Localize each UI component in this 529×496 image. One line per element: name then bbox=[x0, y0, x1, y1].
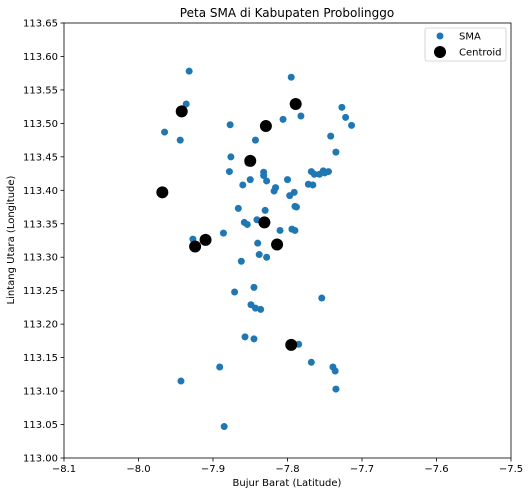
x-axis: −8.1 −8.0 −7.9 −7.8 −7.7 −7.6 −7.5 bbox=[52, 458, 523, 475]
sma-point bbox=[254, 239, 262, 247]
y-axis-label: Lintang Utara (Longitude) bbox=[6, 175, 17, 304]
x-tick-label: −7.7 bbox=[350, 464, 374, 475]
centroid-point bbox=[189, 240, 202, 253]
sma-point bbox=[291, 226, 299, 234]
centroid-point bbox=[175, 105, 188, 118]
sma-point bbox=[219, 229, 227, 237]
x-tick-label: −7.9 bbox=[201, 464, 225, 475]
sma-point bbox=[231, 288, 239, 296]
x-tick-label: −7.8 bbox=[275, 464, 299, 475]
sma-point bbox=[263, 177, 271, 185]
sma-point bbox=[257, 305, 265, 313]
centroid-point bbox=[244, 154, 257, 167]
y-axis: 113.00 113.05 113.10 113.15 113.20 113.25 113.… bbox=[23, 19, 64, 465]
legend-marker-centroid bbox=[434, 46, 446, 58]
sma-point bbox=[331, 367, 339, 375]
y-tick-label: 113.20 bbox=[23, 320, 58, 331]
sma-point bbox=[263, 253, 271, 261]
y-tick-label: 113.35 bbox=[23, 219, 58, 230]
sma-point bbox=[318, 294, 326, 302]
centroid-series bbox=[156, 97, 302, 351]
sma-point bbox=[237, 257, 245, 265]
sma-point bbox=[226, 121, 234, 129]
y-tick-label: 113.55 bbox=[23, 85, 58, 96]
x-tick-label: −7.5 bbox=[499, 464, 523, 475]
x-axis-label: Bujur Barat (Latitude) bbox=[233, 478, 342, 489]
sma-point bbox=[246, 176, 254, 184]
sma-point bbox=[260, 172, 268, 180]
sma-point bbox=[348, 121, 356, 129]
chart-title: Peta SMA di Kabupaten Probolinggo bbox=[180, 6, 394, 20]
sma-point bbox=[261, 206, 269, 214]
sma-point bbox=[286, 192, 294, 200]
sma-point bbox=[241, 333, 249, 341]
x-tick-label: −7.6 bbox=[424, 464, 448, 475]
sma-point bbox=[177, 377, 185, 385]
sma-point bbox=[270, 187, 278, 195]
sma-series bbox=[161, 67, 356, 431]
sma-point bbox=[239, 181, 247, 189]
sma-point bbox=[227, 153, 235, 161]
centroid-point bbox=[271, 238, 284, 251]
y-tick-label: 113.40 bbox=[23, 186, 58, 197]
centroid-point bbox=[289, 97, 302, 110]
y-tick-label: 113.60 bbox=[23, 52, 58, 63]
sma-point bbox=[332, 148, 340, 156]
sma-point bbox=[284, 176, 291, 184]
centroid-point bbox=[258, 216, 271, 229]
centroid-point bbox=[199, 233, 212, 246]
legend-marker-sma bbox=[436, 32, 444, 40]
sma-point bbox=[342, 113, 350, 121]
sma-point bbox=[276, 226, 284, 234]
sma-point bbox=[255, 251, 263, 259]
sma-point bbox=[182, 100, 190, 108]
y-tick-label: 113.65 bbox=[23, 19, 58, 30]
sma-point bbox=[185, 67, 193, 75]
sma-point bbox=[307, 358, 315, 366]
sma-point bbox=[234, 204, 242, 212]
sma-point bbox=[220, 423, 228, 431]
legend-label-sma: SMA bbox=[459, 32, 481, 43]
sma-point bbox=[216, 363, 224, 371]
sma-point bbox=[324, 168, 332, 176]
sma-point bbox=[250, 335, 258, 343]
y-tick-label: 113.05 bbox=[23, 420, 58, 431]
legend-label-centroid: Centroid bbox=[459, 48, 502, 59]
centroid-point bbox=[285, 338, 298, 351]
y-tick-label: 113.25 bbox=[23, 286, 58, 297]
x-tick-label: −8.0 bbox=[126, 464, 150, 475]
sma-point bbox=[250, 283, 258, 291]
sma-point bbox=[161, 128, 169, 136]
y-tick-label: 113.10 bbox=[23, 387, 58, 398]
centroid-point bbox=[156, 186, 169, 199]
sma-point bbox=[243, 220, 251, 228]
x-tick-label: −8.1 bbox=[52, 464, 76, 475]
y-tick-label: 113.30 bbox=[23, 253, 58, 264]
centroid-point bbox=[259, 120, 272, 133]
sma-point bbox=[327, 132, 335, 140]
y-tick-label: 113.00 bbox=[23, 454, 58, 465]
sma-point bbox=[316, 170, 324, 178]
sma-point bbox=[332, 385, 340, 393]
y-tick-label: 113.45 bbox=[23, 152, 58, 163]
sma-point bbox=[310, 170, 318, 178]
sma-point bbox=[279, 115, 287, 123]
legend: SMA Centroid bbox=[424, 27, 507, 62]
sma-point bbox=[225, 168, 233, 176]
sma-point bbox=[291, 202, 299, 210]
y-tick-label: 113.15 bbox=[23, 353, 58, 364]
sma-point bbox=[338, 103, 346, 111]
y-tick-label: 113.50 bbox=[23, 119, 58, 130]
sma-point bbox=[251, 136, 259, 144]
sma-point bbox=[297, 112, 305, 120]
sma-point bbox=[176, 136, 184, 144]
sma-point bbox=[309, 181, 317, 189]
sma-point bbox=[287, 73, 295, 81]
